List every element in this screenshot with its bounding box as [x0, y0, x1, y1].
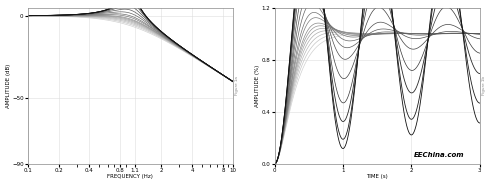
Text: Figure 1b: Figure 1b: [482, 76, 486, 95]
X-axis label: TIME (s): TIME (s): [366, 174, 388, 179]
X-axis label: FREQUENCY (Hz): FREQUENCY (Hz): [108, 174, 153, 179]
Y-axis label: AMPLITUDE (dB): AMPLITUDE (dB): [5, 64, 10, 108]
Text: Figure 1a: Figure 1a: [235, 76, 239, 95]
Y-axis label: AMPLITUDE (%): AMPLITUDE (%): [255, 65, 260, 107]
Text: EEChina.com: EEChina.com: [414, 152, 464, 158]
